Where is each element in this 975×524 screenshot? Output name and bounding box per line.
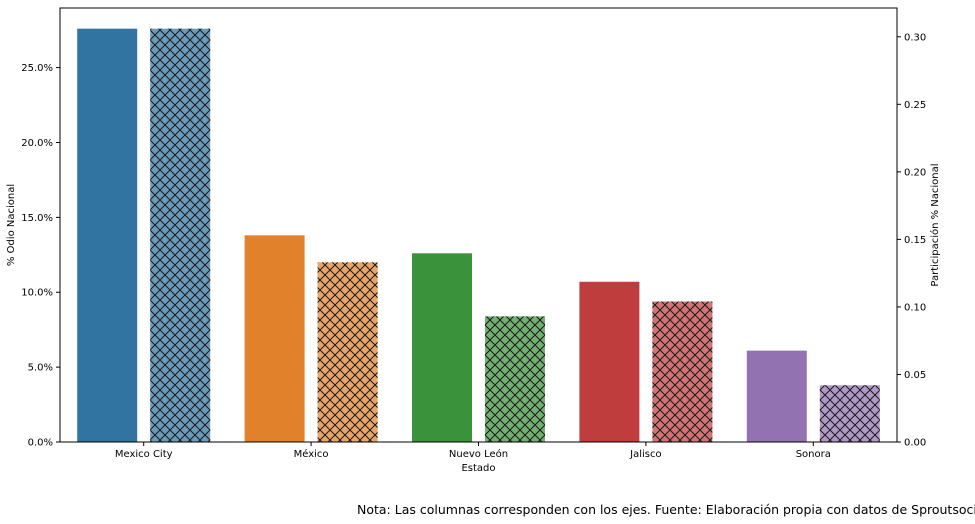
- left-axis-label: % Odio Nacional: [6, 184, 17, 266]
- bar-right-hatch-0: [150, 28, 211, 443]
- footnote: Nota: Las columnas corresponden con los …: [357, 502, 975, 517]
- bar-right-hatch-3: [652, 301, 713, 442]
- right-tick-label: 0.25: [904, 100, 926, 111]
- x-axis: Mexico City México Nuevo León Jalisco Sonora: [115, 442, 831, 460]
- bars-left-axis-series: [77, 28, 807, 443]
- bars-right-axis-series: [150, 28, 880, 443]
- bar-left-1: [244, 235, 305, 442]
- bar-right-hatch-4: [819, 385, 880, 442]
- right-tick-label: 0.30: [904, 32, 926, 43]
- left-tick-label: 15.0%: [21, 213, 53, 224]
- left-axis: 0.0% 5.0% 10.0% 15.0% 20.0% 25.0%: [21, 63, 60, 449]
- x-tick-label: Jalisco: [629, 449, 661, 460]
- right-tick-label: 0.05: [904, 370, 926, 381]
- right-tick-label: 0.20: [904, 167, 926, 178]
- bar-left-3: [579, 281, 640, 442]
- right-axis: 0.00 0.05 0.10 0.15 0.20 0.25 0.30: [897, 32, 926, 449]
- right-tick-label: 0.15: [904, 235, 926, 246]
- bar-right-hatch-2: [485, 316, 545, 442]
- bar-left-0: [77, 28, 138, 443]
- left-tick-label: 10.0%: [21, 288, 53, 299]
- right-tick-label: 0.10: [904, 302, 926, 313]
- x-axis-label: Estado: [461, 463, 495, 474]
- left-tick-label: 25.0%: [21, 63, 53, 74]
- bar-left-2: [412, 253, 472, 442]
- chart-canvas: 0.0% 5.0% 10.0% 15.0% 20.0% 25.0% 0.00 0.05 0.1…: [6, 7, 941, 474]
- left-tick-label: 5.0%: [28, 363, 53, 374]
- x-tick-label: Sonora: [796, 449, 831, 460]
- x-tick-label: México: [294, 448, 329, 460]
- left-tick-label: 0.0%: [28, 438, 53, 449]
- right-axis-label: Participación % Nacional: [929, 163, 941, 286]
- x-tick-label: Mexico City: [115, 449, 173, 460]
- x-tick-label: Nuevo León: [449, 448, 508, 460]
- left-tick-label: 20.0%: [21, 138, 53, 149]
- bar-left-4: [746, 350, 807, 442]
- right-tick-label: 0.00: [904, 438, 926, 449]
- bar-right-hatch-1: [317, 262, 378, 442]
